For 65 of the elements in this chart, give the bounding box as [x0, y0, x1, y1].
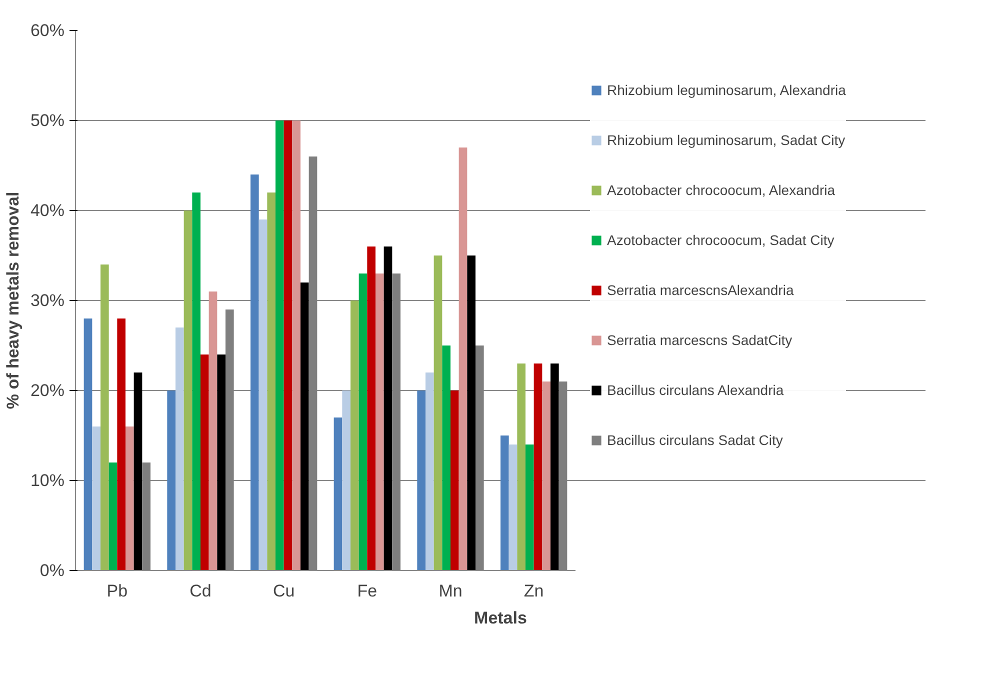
- bar: [276, 120, 284, 570]
- bar: [342, 390, 350, 570]
- bar: [250, 174, 259, 570]
- bar: [217, 354, 226, 570]
- bar: [500, 436, 509, 570]
- legend-label: Serratia marcescns SadatCity: [607, 331, 792, 350]
- bar: [126, 426, 134, 570]
- x-axis-title: Metals: [474, 608, 527, 628]
- y-tick-label: 60%: [30, 21, 65, 40]
- bar: [542, 382, 550, 570]
- bar: [517, 364, 526, 570]
- x-tick-label: Zn: [524, 582, 544, 600]
- bar: [458, 148, 468, 570]
- legend-label: Rhizobium leguminosarum, Alexandria: [607, 81, 846, 100]
- bar: [417, 390, 426, 570]
- bar: [258, 220, 268, 570]
- bar: [467, 256, 476, 570]
- bar: [108, 462, 118, 570]
- legend-label: Azotobacter chrocoocum, Sadat City: [607, 231, 834, 250]
- y-tick-label: 50%: [30, 111, 65, 130]
- y-tick-label: 40%: [30, 201, 65, 220]
- y-axis-title: % of heavy metals removal: [3, 192, 22, 410]
- y-tick-label: 10%: [30, 471, 65, 490]
- x-tick-label: Pb: [106, 582, 128, 600]
- bar: [426, 372, 434, 570]
- bar: [508, 444, 518, 570]
- bar: [267, 192, 276, 570]
- bar: [334, 418, 342, 570]
- y-tick-label: 30%: [30, 291, 65, 310]
- bar: [350, 300, 359, 570]
- bar: [526, 444, 534, 570]
- legend-label: Azotobacter chrocoocum, Alexandria: [607, 181, 836, 200]
- bar: [84, 318, 92, 570]
- bar: [200, 354, 209, 570]
- bar: [284, 120, 292, 570]
- bar: [300, 282, 309, 570]
- bar: [134, 372, 142, 570]
- bar: [184, 210, 192, 570]
- y-tick-label: 0%: [40, 561, 65, 580]
- bar: [442, 346, 450, 570]
- x-tick-label: Mn: [438, 582, 462, 600]
- legend-label: Bacillus circulans Sadat City: [607, 431, 783, 450]
- y-tick-label: 20%: [30, 381, 65, 400]
- x-tick-label: Cu: [272, 582, 295, 600]
- x-tick-label: Fe: [357, 582, 378, 600]
- bar: [292, 120, 300, 570]
- x-tick-label: Cd: [190, 582, 212, 600]
- bar: [192, 192, 200, 570]
- bar: [208, 292, 218, 570]
- bar: [434, 256, 442, 570]
- bar: [100, 264, 109, 570]
- bar: [384, 246, 392, 570]
- legend-label: Serratia marcescnsAlexandria: [607, 281, 794, 300]
- bar: [550, 364, 559, 570]
- legend-label: Bacillus circulans Alexandria: [607, 381, 784, 400]
- bar: [176, 328, 184, 570]
- bar: [92, 426, 100, 570]
- bar: [450, 390, 459, 570]
- bar: [534, 364, 542, 570]
- legend-label: Rhizobium leguminosarum, Sadat City: [607, 131, 846, 150]
- bar: [358, 274, 368, 570]
- bar: [376, 274, 384, 570]
- bar: [367, 246, 376, 570]
- bar: [117, 318, 126, 570]
- bar: [167, 390, 176, 570]
